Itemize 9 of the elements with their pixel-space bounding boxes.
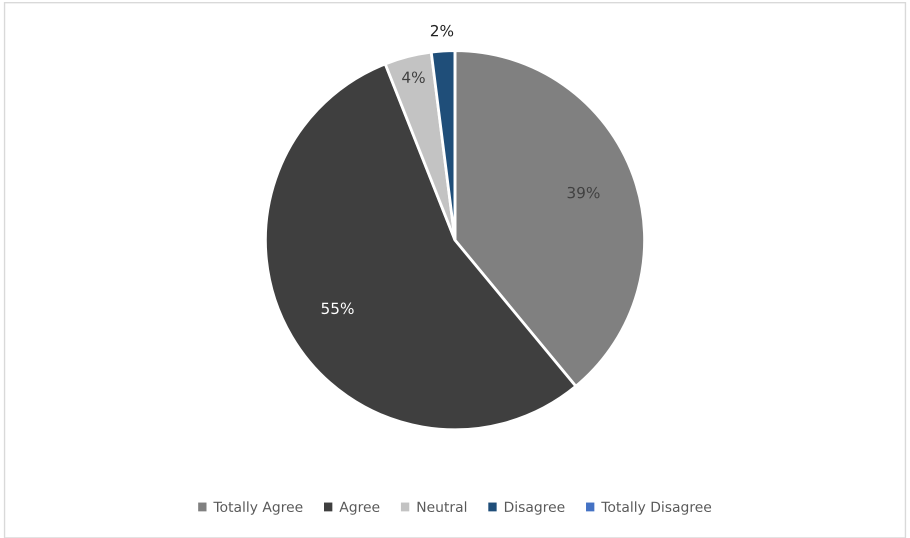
legend-label: Disagree [504, 501, 564, 515]
legend-label: Agree [339, 502, 380, 515]
legend-label: Totally Disagree [601, 501, 712, 515]
data-label: 4% [402, 71, 425, 84]
data-label: 55% [322, 302, 354, 314]
data-label: 2% [430, 24, 454, 36]
legend-label: Neutral [418, 501, 466, 512]
data-label: 39% [568, 186, 600, 198]
legend-label: Totally Agree [213, 501, 302, 515]
